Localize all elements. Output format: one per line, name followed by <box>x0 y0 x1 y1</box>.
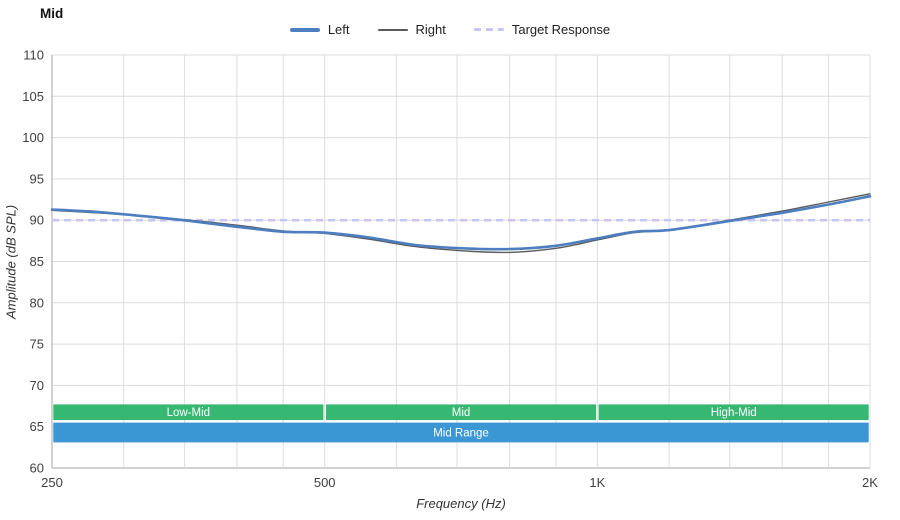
band-mid <box>326 404 597 421</box>
chart-legend: Left Right Target Response <box>0 22 900 37</box>
y-tick-label-105: 105 <box>22 89 44 104</box>
legend-label-right: Right <box>415 22 446 37</box>
y-axis-label: Amplitude (dB SPL) <box>3 204 19 319</box>
series-line-left <box>50 194 872 251</box>
y-tick-label-60: 60 <box>30 461 44 476</box>
legend-item-left[interactable]: Left <box>289 22 350 37</box>
y-tick-label-110: 110 <box>23 48 44 63</box>
y-tick-label-70: 70 <box>30 378 44 393</box>
legend-item-target-response[interactable]: Target Response <box>473 22 611 37</box>
band-mid-range <box>53 422 869 443</box>
band-label-mid-range: Mid Range <box>433 428 489 440</box>
right-line-swatch <box>377 28 408 31</box>
band-label-mid: Mid <box>452 407 471 419</box>
x-tick-label-250: 250 <box>41 475 63 490</box>
legend-item-right[interactable]: Right <box>377 22 446 37</box>
y-tick-label-80: 80 <box>30 295 44 310</box>
target-response-line-swatch <box>473 28 504 31</box>
legend-label-left: Left <box>327 22 350 37</box>
x-tick-label-500: 500 <box>314 475 336 490</box>
y-tick-label-90: 90 <box>30 213 44 228</box>
band-label-low-mid: Low-Mid <box>167 407 210 419</box>
band-low-mid <box>53 404 324 421</box>
y-tick-label-100: 100 <box>22 130 44 145</box>
y-tick-label-65: 65 <box>30 419 44 434</box>
band-label-high-mid: High-Mid <box>711 407 757 419</box>
y-tick-label-75: 75 <box>30 337 44 352</box>
legend-label-target-response: Target Response <box>511 22 611 37</box>
chart-title: Mid <box>40 6 64 21</box>
y-tick-label-95: 95 <box>30 171 44 186</box>
x-tick-label-2k: 2K <box>862 475 878 490</box>
series-line-right <box>51 193 871 254</box>
y-tick-label-85: 85 <box>30 254 44 269</box>
band-high-mid <box>598 404 869 421</box>
x-tick-label-1k: 1K <box>589 475 605 490</box>
x-axis-label: Frequency (Hz) <box>416 496 506 511</box>
left-line-swatch <box>289 27 320 32</box>
